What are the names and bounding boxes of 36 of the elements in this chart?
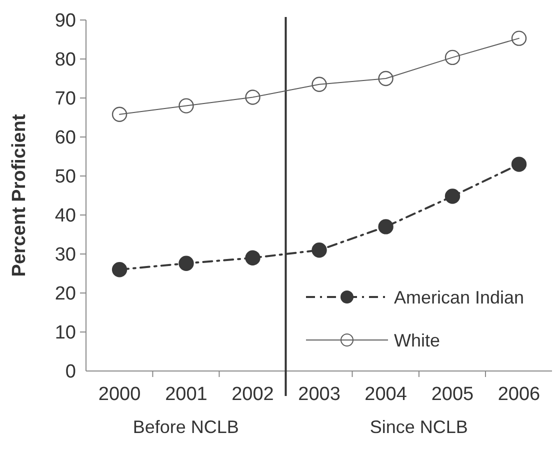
x-tick-label: 2004 bbox=[364, 384, 408, 405]
legend-label: American Indian bbox=[394, 287, 524, 308]
point bbox=[178, 256, 194, 271]
x-tick-label: 2003 bbox=[298, 384, 340, 405]
x-tick-label: 2000 bbox=[98, 384, 141, 405]
point bbox=[178, 98, 194, 114]
x-tick-label: 2005 bbox=[431, 384, 474, 405]
y-tick-label: 10 bbox=[54, 322, 76, 344]
point bbox=[312, 242, 327, 258]
x-tick-label: 2002 bbox=[232, 384, 274, 405]
y-tick-label: 40 bbox=[54, 206, 76, 227]
y-tick-label: 80 bbox=[54, 50, 76, 71]
y-tick-label: 0 bbox=[65, 362, 76, 383]
y-tick-label: 30 bbox=[54, 244, 76, 266]
text: Before NCLB bbox=[132, 417, 239, 437]
y-tick-label: 60 bbox=[54, 128, 76, 149]
y-tick-label: 50 bbox=[54, 166, 76, 188]
point bbox=[444, 50, 460, 66]
point bbox=[378, 219, 394, 234]
point bbox=[112, 262, 128, 278]
point bbox=[245, 90, 260, 105]
point bbox=[378, 70, 394, 86]
legend-label: White bbox=[394, 330, 440, 350]
point bbox=[112, 106, 128, 122]
point bbox=[245, 250, 260, 266]
point bbox=[312, 76, 327, 92]
y-tick-label: 90 bbox=[54, 10, 76, 32]
y-axis-title: Percent Proficient bbox=[9, 114, 30, 277]
y-tick-label: 70 bbox=[54, 88, 76, 110]
x-tick-label: 2001 bbox=[165, 384, 208, 405]
point bbox=[511, 30, 527, 46]
y-tick-label: 20 bbox=[54, 284, 76, 305]
point bbox=[444, 188, 460, 204]
text: Since NCLB bbox=[370, 417, 468, 437]
point bbox=[511, 156, 527, 172]
x-tick-label: 2006 bbox=[498, 384, 540, 405]
